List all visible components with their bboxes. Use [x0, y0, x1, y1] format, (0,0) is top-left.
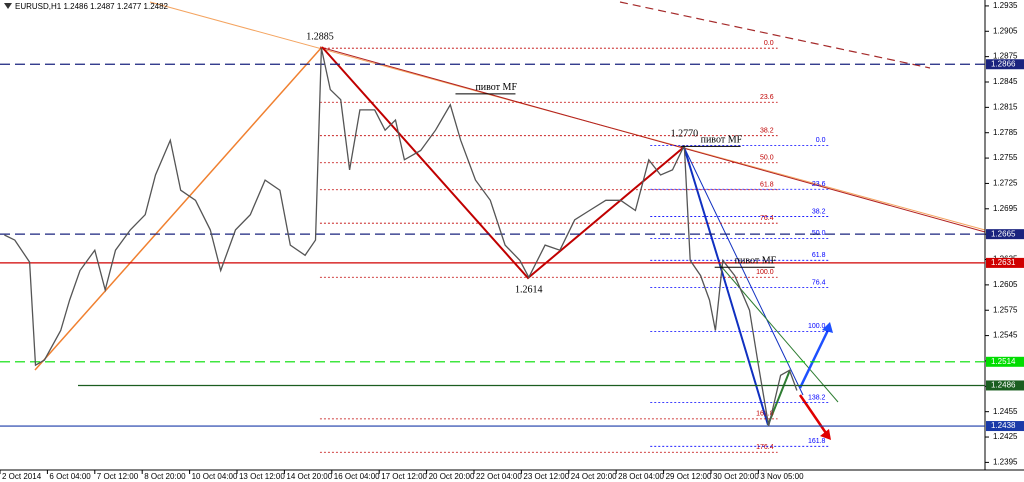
trend-line: [619, 1, 931, 69]
arrow: [798, 394, 830, 437]
x-tick-label: 29 Oct 12:00: [666, 472, 712, 481]
price-level-label: 1.2514: [991, 357, 1016, 366]
arrow: [798, 325, 832, 389]
y-tick-label: 1.2845: [993, 77, 1018, 86]
fib-label: 50.0: [760, 155, 774, 162]
price-level-box: [986, 356, 1024, 367]
y-tick-label: 1.2815: [993, 102, 1018, 111]
pivot-label: 1.2614: [515, 285, 543, 296]
arrow-head: [820, 429, 831, 440]
x-tick-label: 16 Oct 04:00: [334, 472, 380, 481]
y-tick-label: 1.2875: [993, 52, 1018, 61]
x-tick-label: 20 Oct 20:00: [429, 472, 475, 481]
fib-label: 38.2: [760, 128, 774, 135]
pivot-label: 1.2770: [671, 129, 699, 140]
symbol-icon: [4, 3, 12, 9]
x-tick-label: 28 Oct 04:00: [618, 472, 664, 481]
price-level-label: 1.2665: [991, 229, 1016, 238]
fib-label: 76.4: [760, 215, 774, 222]
price-level-label: 1.2438: [991, 421, 1016, 430]
fib-label: 138.2: [808, 394, 826, 401]
x-tick-label: 7 Oct 12:00: [97, 472, 139, 481]
x-tick-label: 24 Oct 20:00: [571, 472, 617, 481]
fib-label: 38.2: [812, 208, 826, 215]
price-level-box: [986, 257, 1024, 268]
pattern-line: [683, 146, 804, 396]
fib-label: 61.8: [760, 182, 774, 189]
y-tick-label: 1.2575: [993, 305, 1018, 314]
fib-label: 161.8: [756, 411, 774, 418]
y-tick-label: 1.2935: [993, 1, 1018, 10]
x-tick-label: 10 Oct 04:00: [192, 472, 238, 481]
fib-label: 176.4: [756, 444, 774, 451]
pivot-label: 1.2885: [306, 31, 334, 42]
price-level-box: [986, 380, 1024, 391]
annotation: пивот MF: [735, 256, 777, 267]
y-tick-label: 1.2755: [993, 153, 1018, 162]
trend-line: [319, 46, 986, 233]
x-tick-label: 2 Oct 2014: [2, 472, 42, 481]
price-level-box: [986, 229, 1024, 240]
x-tick-label: 23 Oct 12:00: [523, 472, 569, 481]
x-tick-label: 14 Oct 20:00: [286, 472, 332, 481]
y-tick-label: 1.2785: [993, 128, 1018, 137]
y-tick-label: 1.2725: [993, 179, 1018, 188]
chart-title: EURUSD,H1 1.2486 1.2487 1.2477 1.2482: [15, 2, 169, 11]
price-level-box: [986, 59, 1024, 70]
fib-label: 100.0: [808, 323, 826, 330]
pattern-line: [34, 46, 323, 371]
arrow-head: [822, 322, 833, 333]
x-tick-label: 30 Oct 20:00: [713, 472, 759, 481]
annotation: пивот MF: [475, 82, 517, 93]
price-level-box: [986, 421, 1024, 432]
annotation: пивот MF: [701, 135, 743, 146]
y-tick-label: 1.2905: [993, 26, 1018, 35]
y-tick-label: 1.2605: [993, 280, 1018, 289]
x-tick-label: 8 Oct 20:00: [144, 472, 186, 481]
y-tick-label: 1.2395: [993, 458, 1018, 467]
price-level-label: 1.2486: [991, 381, 1016, 390]
fib-label: 100.0: [756, 269, 774, 276]
x-tick-label: 6 Oct 04:00: [49, 472, 91, 481]
fib-label: 76.4: [812, 279, 826, 286]
fib-label: 0.0: [816, 137, 826, 144]
fib-label: 0.0: [764, 40, 774, 47]
y-tick-label: 1.2455: [993, 407, 1018, 416]
fib-label: 61.8: [812, 252, 826, 259]
x-tick-label: 22 Oct 04:00: [476, 472, 522, 481]
x-tick-label: 17 Oct 12:00: [381, 472, 427, 481]
price-level-label: 1.2631: [991, 258, 1016, 267]
y-tick-label: 1.2545: [993, 331, 1018, 340]
x-tick-label: 13 Oct 12:00: [239, 472, 285, 481]
y-tick-label: 1.2695: [993, 204, 1018, 213]
y-tick-label: 1.2425: [993, 432, 1018, 441]
fib-label: 161.8: [808, 438, 826, 445]
x-tick-label: 3 Nov 05:00: [760, 472, 804, 481]
fib-label: 23.6: [812, 181, 826, 188]
price-level-label: 1.2866: [991, 59, 1016, 68]
fib-label: 23.6: [760, 94, 774, 101]
price-line: [4, 48, 798, 427]
